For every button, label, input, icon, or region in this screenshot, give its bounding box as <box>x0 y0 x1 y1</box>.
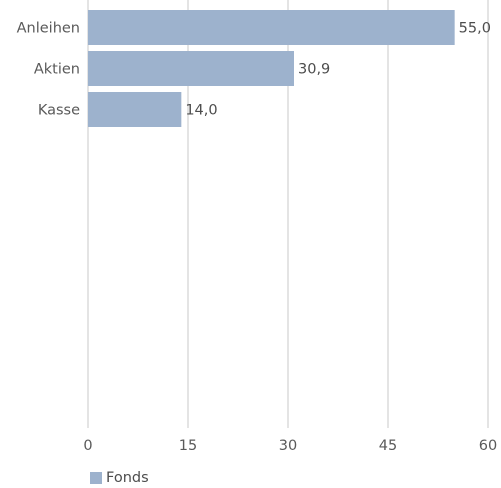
value-label-anleihen: 55,0 <box>459 21 491 37</box>
x-tick-label-15: 15 <box>179 438 197 454</box>
legend-label-fonds: Fonds <box>106 470 149 486</box>
value-label-aktien: 30,9 <box>298 62 330 78</box>
bar-kasse <box>88 92 182 127</box>
bars <box>88 10 455 127</box>
x-tick-label-30: 30 <box>279 438 297 454</box>
x-tick-label-0: 0 <box>83 438 92 454</box>
bar-aktien <box>88 51 294 86</box>
category-label-kasse: Kasse <box>38 103 80 119</box>
value-label-kasse: 14,0 <box>185 103 217 119</box>
legend: Fonds <box>90 470 149 486</box>
category-labels: Anleihen Aktien Kasse <box>17 21 80 119</box>
legend-swatch-fonds <box>90 472 102 484</box>
value-labels: 55,0 30,9 14,0 <box>185 21 491 119</box>
bar-anleihen <box>88 10 455 45</box>
x-tick-label-60: 60 <box>479 438 497 454</box>
x-axis-tick-labels: 0 15 30 45 60 <box>83 438 497 454</box>
category-label-anleihen: Anleihen <box>17 21 80 37</box>
category-label-aktien: Aktien <box>34 62 80 78</box>
x-tick-label-45: 45 <box>379 438 397 454</box>
